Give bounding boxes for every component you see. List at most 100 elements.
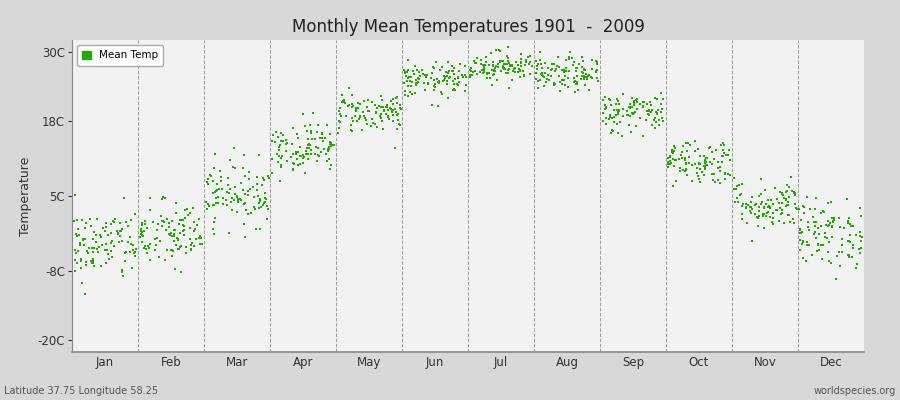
Point xyxy=(486,62,500,68)
Point xyxy=(691,146,706,153)
Point xyxy=(675,149,689,155)
Point xyxy=(97,228,112,234)
Point xyxy=(187,219,202,226)
Point xyxy=(431,79,446,85)
Point xyxy=(86,256,100,262)
Point xyxy=(298,122,312,129)
Point xyxy=(70,216,85,223)
Point xyxy=(786,216,800,222)
Point xyxy=(248,206,262,212)
Point xyxy=(693,160,707,167)
Point xyxy=(820,200,834,207)
Point xyxy=(490,77,504,84)
Point xyxy=(806,230,821,237)
Point xyxy=(164,247,178,253)
Point xyxy=(689,170,704,176)
Point xyxy=(220,188,234,195)
Point xyxy=(127,252,141,259)
Point xyxy=(589,69,603,75)
Point xyxy=(438,75,453,81)
Point xyxy=(801,224,815,230)
Point xyxy=(400,92,415,99)
Point xyxy=(439,73,454,79)
Point xyxy=(812,230,826,237)
Point xyxy=(166,248,180,254)
Point xyxy=(223,185,238,192)
Point xyxy=(119,218,133,225)
Point xyxy=(455,74,470,81)
Point xyxy=(650,111,664,117)
Point xyxy=(73,240,87,246)
Point xyxy=(718,170,733,176)
Point xyxy=(748,210,762,217)
Point xyxy=(409,79,423,86)
Point xyxy=(544,66,559,72)
Point xyxy=(559,65,573,72)
Point xyxy=(570,81,584,88)
Point xyxy=(553,88,567,94)
Point xyxy=(446,78,460,84)
Point xyxy=(555,81,570,88)
Point xyxy=(806,218,821,225)
Point xyxy=(500,53,515,59)
Point xyxy=(410,74,425,81)
Point xyxy=(357,115,372,122)
Point xyxy=(273,177,287,184)
Point xyxy=(226,164,240,170)
Point xyxy=(796,239,811,245)
Point xyxy=(596,109,610,116)
Point xyxy=(380,102,394,109)
Point xyxy=(214,186,229,192)
Point xyxy=(296,152,310,158)
Point xyxy=(117,195,131,201)
Point xyxy=(346,128,360,134)
Point xyxy=(824,199,838,206)
Point xyxy=(156,218,170,224)
Point xyxy=(280,158,294,164)
Point xyxy=(208,189,222,195)
Point xyxy=(854,213,868,219)
Point xyxy=(734,203,749,210)
Point xyxy=(517,72,531,79)
Point xyxy=(279,141,293,148)
Point xyxy=(410,79,425,86)
Point xyxy=(274,164,288,170)
Point xyxy=(146,218,160,225)
Point xyxy=(663,153,678,160)
Point xyxy=(299,148,313,154)
Point xyxy=(678,168,692,174)
Point xyxy=(655,106,670,113)
Point xyxy=(178,215,193,222)
Point xyxy=(433,67,447,74)
Point xyxy=(699,162,714,168)
Point xyxy=(811,225,825,231)
Point xyxy=(436,76,451,83)
Point xyxy=(518,62,533,68)
Point xyxy=(709,146,724,153)
Point xyxy=(576,70,590,76)
Point xyxy=(398,69,412,76)
Point xyxy=(323,166,338,172)
Point xyxy=(382,113,396,119)
Point xyxy=(309,144,323,150)
Point xyxy=(796,238,811,244)
Point xyxy=(174,242,188,249)
Point xyxy=(787,220,801,226)
Point xyxy=(645,122,660,128)
Point xyxy=(752,192,766,199)
Point xyxy=(765,219,779,225)
Point xyxy=(809,247,824,254)
Point xyxy=(114,228,129,235)
Point xyxy=(345,104,359,110)
Point xyxy=(589,58,603,64)
Point xyxy=(536,83,551,89)
Point xyxy=(752,213,766,219)
Point xyxy=(368,102,382,108)
Point xyxy=(369,110,383,117)
Point xyxy=(622,122,636,128)
Point xyxy=(653,90,668,97)
Point xyxy=(77,225,92,231)
Point xyxy=(743,204,758,210)
Point xyxy=(366,120,381,126)
Point xyxy=(160,246,175,253)
